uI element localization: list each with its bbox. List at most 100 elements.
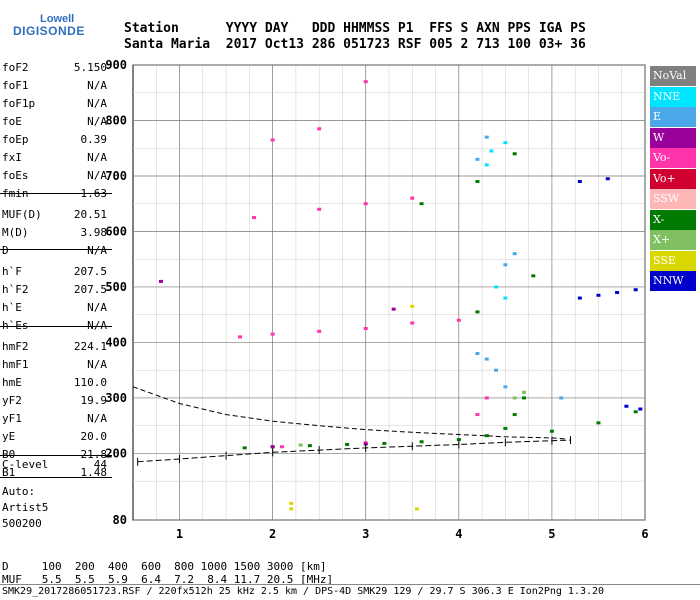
x-tick-label: 5 — [548, 527, 555, 541]
param-name: foF1 — [2, 79, 29, 92]
data-point — [512, 413, 517, 417]
data-series — [158, 80, 643, 511]
footer-divider — [0, 584, 700, 585]
auto-label: Auto: — [2, 485, 36, 498]
param-separator — [0, 455, 112, 456]
station-header-values: Santa Maria 2017 Oct13 286 051723 RSF 00… — [124, 37, 586, 52]
param-value: 1.48 — [80, 466, 108, 479]
param-value: 207.5 — [73, 283, 107, 296]
ionogram-chart: 1 2 3 4 5 6 80 200 300 400 500 600 700 800 900 — [105, 58, 648, 541]
data-point — [531, 274, 536, 278]
series-SSE — [289, 304, 419, 511]
param-name: B0 — [2, 448, 16, 461]
logo-digisonde: DIGISONDE — [13, 24, 85, 38]
data-point — [624, 404, 629, 408]
data-point — [475, 157, 480, 161]
param-name: h`F2 — [2, 283, 29, 296]
param-value: 207.5 — [73, 265, 107, 278]
data-point — [410, 321, 415, 325]
param-value: 44 — [93, 458, 107, 471]
param-name: foEp — [2, 133, 29, 146]
data-point — [363, 327, 368, 331]
data-point — [456, 318, 461, 322]
legend-item: X+ — [650, 230, 696, 250]
data-point — [512, 152, 517, 156]
param-name: hmF2 — [2, 340, 29, 353]
y-tick-label: 200 — [105, 446, 127, 460]
param-value: 3.98 — [80, 226, 108, 239]
data-point — [391, 307, 396, 311]
data-point — [363, 202, 368, 206]
legend-item: X- — [650, 209, 696, 230]
series-X+ — [298, 390, 526, 447]
data-point — [633, 288, 638, 292]
param-value: N/A — [87, 412, 107, 425]
param-name: yF1 — [2, 412, 22, 425]
x-tick-label: 3 — [362, 527, 369, 541]
station-header-labels: Station YYYY DAY DDD HHMMSS P1 FFS S AXN… — [124, 21, 586, 36]
param-separator — [0, 249, 112, 250]
param-separator — [0, 193, 112, 194]
series-NNE — [484, 141, 508, 300]
param-value: 21.8 — [80, 448, 108, 461]
param-name: foF1p — [2, 97, 36, 110]
data-point — [252, 216, 257, 220]
electron-profile-curve — [132, 386, 566, 440]
param-separator — [0, 477, 112, 478]
data-point — [484, 135, 489, 139]
param-value: 20.51 — [73, 208, 107, 221]
data-point — [577, 180, 582, 184]
param-name: D — [2, 244, 9, 257]
param-value: 5.150 — [73, 61, 107, 74]
param-row: yF1 N/A — [2, 412, 107, 430]
param-row: foF1p N/A — [2, 97, 107, 115]
data-point — [475, 310, 480, 314]
x-tick-label: 4 — [455, 527, 462, 541]
param-name: M(D) — [2, 226, 29, 239]
param-value: 0.39 — [80, 133, 108, 146]
x-tick-label: 6 — [641, 527, 648, 541]
data-point — [317, 207, 322, 211]
param-value: 224.1 — [73, 340, 107, 353]
data-point — [317, 329, 322, 333]
data-point — [270, 332, 275, 336]
data-point — [521, 390, 526, 394]
param-name: h`E — [2, 301, 22, 314]
data-point — [494, 285, 499, 289]
param-row: foF1 N/A — [2, 79, 107, 97]
data-point — [484, 396, 489, 400]
data-point — [489, 149, 494, 153]
param-row: hmE 110.0 — [2, 376, 107, 394]
data-point — [577, 296, 582, 300]
data-point — [456, 438, 461, 442]
param-row: yE 20.0 — [2, 430, 107, 448]
data-point — [484, 357, 489, 361]
param-name: foE — [2, 115, 22, 128]
profile-curves — [132, 386, 572, 466]
data-point — [638, 407, 643, 411]
data-point — [419, 440, 424, 444]
legend-item: Vo+ — [650, 168, 696, 189]
param-value: N/A — [87, 244, 107, 257]
param-name: hmF1 — [2, 358, 29, 371]
y-tick-label: 80 — [113, 513, 127, 527]
data-point — [475, 180, 480, 184]
axis-tick-labels: 1 2 3 4 5 6 80 200 300 400 500 600 700 800 900 — [105, 58, 648, 541]
legend-item: SSE — [650, 250, 696, 271]
legend-item: E — [650, 107, 696, 127]
series-X- — [242, 152, 638, 450]
param-row: hmF1 N/A — [2, 358, 107, 376]
param-row: B0 21.8 — [2, 448, 107, 466]
param-value: N/A — [87, 97, 107, 110]
param-name: B1 — [2, 466, 16, 479]
data-point — [605, 177, 610, 181]
param-name: yE — [2, 430, 16, 443]
data-point — [596, 293, 601, 297]
auto-artist: Artist5 — [2, 501, 49, 514]
param-name: C-level — [2, 458, 49, 471]
data-point — [158, 279, 163, 283]
y-tick-label: 700 — [105, 169, 127, 183]
y-tick-label: 500 — [105, 280, 127, 294]
param-row: foE N/A — [2, 115, 107, 133]
data-point — [419, 202, 424, 206]
